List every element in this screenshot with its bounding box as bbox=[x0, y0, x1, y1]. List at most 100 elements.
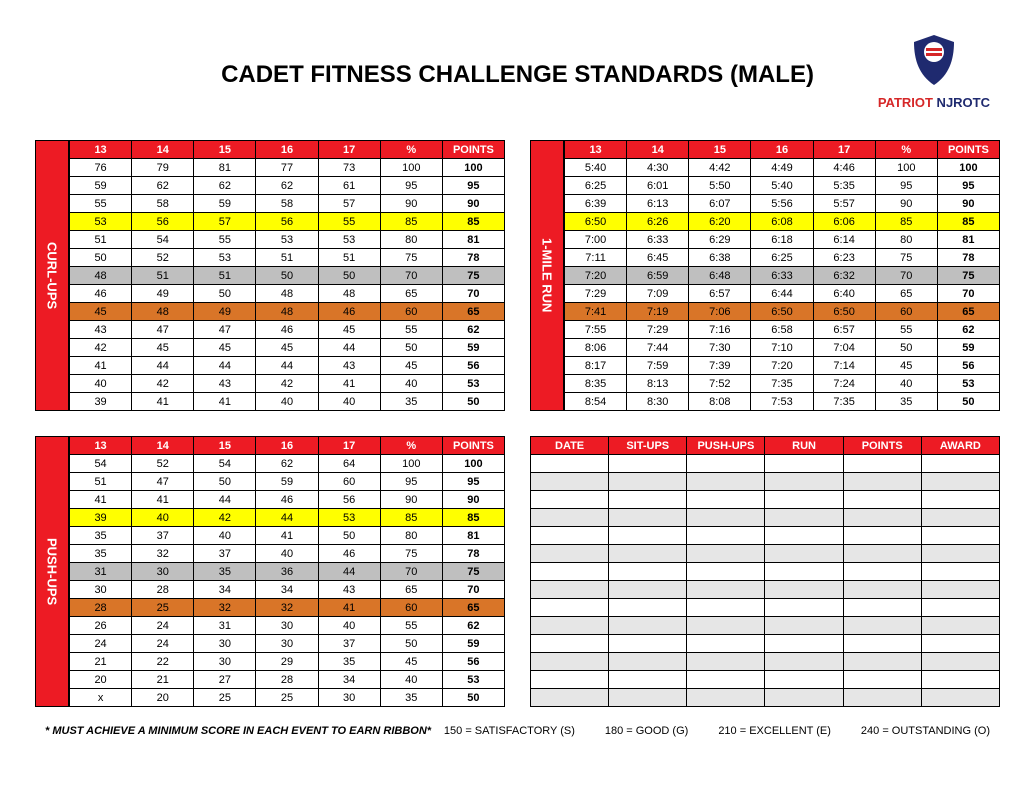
data-cell: 7:16 bbox=[689, 321, 751, 339]
log-cell[interactable] bbox=[531, 635, 609, 653]
log-cell[interactable] bbox=[531, 563, 609, 581]
log-cell[interactable] bbox=[609, 635, 687, 653]
log-cell[interactable] bbox=[687, 545, 765, 563]
log-cell[interactable] bbox=[531, 617, 609, 635]
log-cell[interactable] bbox=[843, 653, 921, 671]
col-header: 16 bbox=[256, 437, 318, 455]
log-cell[interactable] bbox=[687, 599, 765, 617]
log-cell[interactable] bbox=[765, 581, 843, 599]
log-cell[interactable] bbox=[531, 581, 609, 599]
log-cell[interactable] bbox=[765, 671, 843, 689]
log-cell[interactable] bbox=[531, 455, 609, 473]
log-cell[interactable] bbox=[765, 653, 843, 671]
log-cell[interactable] bbox=[921, 653, 999, 671]
log-cell[interactable] bbox=[531, 491, 609, 509]
log-cell[interactable] bbox=[687, 581, 765, 599]
log-cell[interactable] bbox=[765, 563, 843, 581]
log-cell[interactable] bbox=[921, 473, 999, 491]
log-cell[interactable] bbox=[687, 509, 765, 527]
log-cell[interactable] bbox=[843, 509, 921, 527]
log-cell[interactable] bbox=[921, 635, 999, 653]
points-cell: 50 bbox=[442, 393, 504, 411]
log-cell[interactable] bbox=[921, 491, 999, 509]
log-cell[interactable] bbox=[921, 563, 999, 581]
log-cell[interactable] bbox=[609, 509, 687, 527]
log-cell[interactable] bbox=[843, 563, 921, 581]
log-cell[interactable] bbox=[609, 455, 687, 473]
log-cell[interactable] bbox=[609, 563, 687, 581]
log-cell[interactable] bbox=[765, 491, 843, 509]
log-col-header: RUN bbox=[765, 437, 843, 455]
data-cell: 40 bbox=[380, 671, 442, 689]
log-cell[interactable] bbox=[921, 581, 999, 599]
log-cell[interactable] bbox=[609, 473, 687, 491]
log-cell[interactable] bbox=[531, 509, 609, 527]
log-cell[interactable] bbox=[531, 653, 609, 671]
log-cell[interactable] bbox=[687, 617, 765, 635]
log-cell[interactable] bbox=[609, 653, 687, 671]
log-cell[interactable] bbox=[687, 491, 765, 509]
log-cell[interactable] bbox=[843, 635, 921, 653]
data-cell: 44 bbox=[194, 491, 256, 509]
log-cell[interactable] bbox=[843, 473, 921, 491]
data-cell: 6:33 bbox=[751, 267, 813, 285]
log-cell[interactable] bbox=[765, 545, 843, 563]
data-cell: 43 bbox=[318, 357, 380, 375]
log-cell[interactable] bbox=[843, 581, 921, 599]
log-cell[interactable] bbox=[609, 545, 687, 563]
log-cell[interactable] bbox=[843, 671, 921, 689]
log-cell[interactable] bbox=[921, 455, 999, 473]
log-cell[interactable] bbox=[921, 509, 999, 527]
log-cell[interactable] bbox=[765, 599, 843, 617]
log-cell[interactable] bbox=[765, 617, 843, 635]
log-cell[interactable] bbox=[609, 581, 687, 599]
log-cell[interactable] bbox=[921, 671, 999, 689]
data-cell: 61 bbox=[318, 177, 380, 195]
log-cell[interactable] bbox=[843, 599, 921, 617]
log-cell[interactable] bbox=[765, 635, 843, 653]
log-cell[interactable] bbox=[609, 617, 687, 635]
log-cell[interactable] bbox=[843, 545, 921, 563]
log-cell[interactable] bbox=[765, 455, 843, 473]
log-cell[interactable] bbox=[687, 455, 765, 473]
log-cell[interactable] bbox=[921, 545, 999, 563]
log-cell[interactable] bbox=[843, 689, 921, 707]
log-cell[interactable] bbox=[921, 599, 999, 617]
log-cell[interactable] bbox=[609, 491, 687, 509]
log-cell[interactable] bbox=[609, 671, 687, 689]
points-cell: 95 bbox=[442, 473, 504, 491]
log-cell[interactable] bbox=[921, 527, 999, 545]
log-cell[interactable] bbox=[531, 527, 609, 545]
log-cell[interactable] bbox=[609, 599, 687, 617]
data-cell: 45 bbox=[875, 357, 937, 375]
col-header: 16 bbox=[256, 141, 318, 159]
log-cell[interactable] bbox=[609, 527, 687, 545]
log-cell[interactable] bbox=[765, 509, 843, 527]
log-cell[interactable] bbox=[687, 563, 765, 581]
log-cell[interactable] bbox=[843, 527, 921, 545]
log-cell[interactable] bbox=[687, 635, 765, 653]
log-cell[interactable] bbox=[531, 545, 609, 563]
log-cell[interactable] bbox=[687, 653, 765, 671]
log-cell[interactable] bbox=[609, 689, 687, 707]
log-cell[interactable] bbox=[765, 473, 843, 491]
log-cell[interactable] bbox=[765, 689, 843, 707]
log-cell[interactable] bbox=[531, 689, 609, 707]
log-cell[interactable] bbox=[687, 671, 765, 689]
log-cell[interactable] bbox=[843, 455, 921, 473]
log-cell[interactable] bbox=[687, 473, 765, 491]
log-cell[interactable] bbox=[765, 527, 843, 545]
log-cell[interactable] bbox=[531, 671, 609, 689]
log-cell[interactable] bbox=[531, 473, 609, 491]
data-cell: 40 bbox=[132, 509, 194, 527]
log-cell[interactable] bbox=[687, 527, 765, 545]
log-cell[interactable] bbox=[921, 689, 999, 707]
log-cell[interactable] bbox=[843, 617, 921, 635]
log-cell[interactable] bbox=[921, 617, 999, 635]
data-cell: 75 bbox=[875, 249, 937, 267]
log-cell[interactable] bbox=[843, 491, 921, 509]
log-cell[interactable] bbox=[687, 689, 765, 707]
data-cell: 35 bbox=[70, 527, 132, 545]
log-cell[interactable] bbox=[531, 599, 609, 617]
data-cell: 4:46 bbox=[813, 159, 875, 177]
